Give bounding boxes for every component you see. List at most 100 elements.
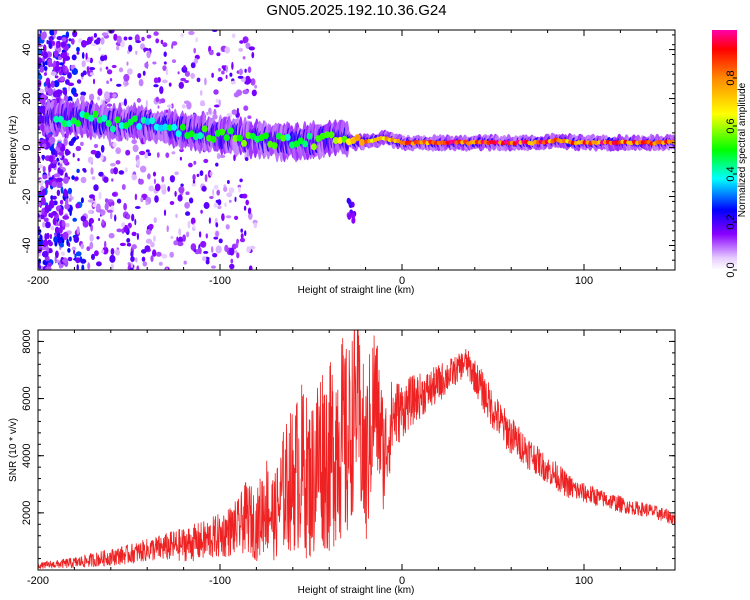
spectrogram-noise-mark: [108, 30, 115, 34]
colorbar-tick-label: 0.2: [725, 214, 737, 229]
spectrogram-ridge-core: [324, 131, 330, 139]
spectrogram-noise-mark: [213, 202, 218, 208]
spectrogram-noise-mark: [162, 65, 167, 71]
spectrogram-noise-mark: [145, 201, 149, 206]
spectrogram-noise-mark: [49, 30, 55, 36]
spectrogram-noise-mark: [208, 217, 211, 224]
spectrogram-noise-mark: [227, 180, 230, 184]
spectrogram-noise-mark: [177, 194, 183, 202]
spectrogram-noise-mark: [229, 247, 235, 256]
spectrogram-noise-mark: [249, 245, 256, 250]
spectrogram-noise-mark: [224, 46, 231, 54]
spectrogram-noise-mark: [59, 199, 64, 205]
spectrogram-noise-mark: [147, 152, 152, 156]
spectrogram-noise-mark: [208, 107, 212, 115]
spectrogram-noise-mark: [80, 91, 87, 96]
spectrogram-noise-mark: [183, 100, 190, 105]
spectrogram-noise-mark: [226, 192, 233, 198]
spectrogram-noise-mark: [88, 209, 93, 214]
spectrogram-noise-mark: [123, 73, 130, 82]
spectrogram-noise-mark: [204, 77, 207, 86]
spectrogram-noise-mark: [89, 234, 94, 242]
spectrogram-noise-mark: [160, 39, 164, 45]
spectrogram-noise-mark: [205, 233, 208, 239]
spectrogram-noise-mark: [188, 162, 193, 168]
spectrogram-noise-mark: [234, 215, 239, 220]
spectrogram-noise-mark: [38, 237, 41, 245]
spectrogram-noise-mark: [163, 51, 167, 57]
spectrogram-noise-mark: [81, 52, 85, 59]
spectrogram-noise-mark: [67, 72, 72, 79]
spectrogram-noise-mark: [43, 217, 49, 223]
spectrogram-noise-mark: [57, 162, 61, 166]
spectrogram-noise-mark: [126, 214, 131, 220]
y-tick-label: 20: [21, 92, 33, 104]
spectrogram-noise-mark: [73, 248, 76, 255]
spectrogram-noise-mark: [192, 174, 196, 181]
colorbar-tick-label: 0.6: [725, 118, 737, 133]
spectrogram-noise-mark: [215, 230, 219, 238]
spectrogram-noise-mark: [61, 37, 67, 42]
spectrogram-noise-mark: [130, 262, 133, 269]
spectrogram-noise-mark: [152, 61, 157, 65]
spectrogram-noise-mark: [221, 65, 225, 69]
spectrogram-noise-mark: [70, 65, 75, 70]
spectrogram-noise-mark: [160, 184, 165, 191]
spectrogram-noise-mark: [45, 180, 49, 189]
spectrogram-noise-mark: [61, 251, 65, 256]
spectrogram-noise-mark: [106, 209, 113, 213]
spectrogram-noise-mark: [135, 50, 138, 55]
spectrogram-noise-mark: [148, 185, 154, 192]
spectrogram-noise-mark: [161, 176, 165, 183]
spectrogram-ridge-core: [280, 134, 287, 142]
spectrogram-noise-mark: [178, 81, 184, 89]
spectrogram-noise-mark: [224, 202, 227, 207]
spectrogram-noise-mark: [93, 33, 97, 38]
spectrogram-noise-mark: [76, 46, 80, 53]
y-tick-label: 2000: [21, 501, 33, 525]
spectrogram-noise-mark: [153, 235, 156, 243]
spectrogram-ridge-core: [166, 124, 173, 132]
spectrogram-noise-mark: [248, 265, 253, 270]
spectrogram-noise-mark: [247, 207, 252, 215]
spectrogram-ridge-core: [297, 137, 304, 145]
spectrogram-tail-mark: [347, 213, 352, 220]
spectrogram-noise-mark: [49, 234, 53, 239]
spectrogram-noise-mark: [38, 245, 42, 249]
spectrogram-ridge-core: [350, 137, 357, 144]
spectrogram-noise-mark: [110, 263, 115, 270]
spectrogram-noise-mark: [99, 67, 103, 72]
colorbar-tick-label: 0.4: [725, 166, 737, 181]
spectrogram-noise-mark: [166, 225, 169, 233]
spectrogram-noise-mark: [225, 224, 230, 230]
spectrogram-noise-mark: [62, 258, 68, 263]
y-tick-label: 8000: [21, 329, 33, 353]
spectrogram-noise-mark: [108, 92, 114, 99]
spectrogram-noise-mark: [174, 190, 177, 197]
spectrogram-noise-mark: [134, 193, 138, 201]
spectrogram-noise-mark: [55, 40, 60, 49]
spectrogram-noise-mark: [235, 89, 243, 96]
spectrogram-noise-mark: [199, 90, 203, 96]
spectrogram-ridge-core: [127, 118, 134, 126]
spectrogram-noise-mark: [225, 74, 228, 79]
spectrogram-noise-mark: [59, 163, 63, 169]
spectrogram-noise-mark: [143, 47, 149, 52]
spectrogram-y-label: Frequency (Hz): [8, 116, 19, 185]
spectrogram-noise-mark: [125, 149, 131, 156]
spectrogram-noise-mark: [106, 69, 113, 75]
spectrogram-noise-mark: [98, 47, 101, 52]
spectrogram-noise-mark: [180, 33, 184, 38]
spectrogram-noise-mark: [169, 201, 175, 205]
spectrogram-noise-mark: [50, 212, 54, 219]
spectrogram-noise-mark: [110, 162, 116, 167]
spectrogram-noise-mark: [91, 253, 95, 260]
spectrogram-noise-mark: [134, 34, 140, 42]
spectrogram-noise-mark: [177, 241, 184, 247]
spectrogram-noise-mark: [208, 50, 214, 56]
spectrogram-noise-mark: [68, 140, 75, 146]
spectrogram-noise-mark: [63, 88, 68, 97]
spectrogram-noise-mark: [89, 93, 95, 102]
spectrogram-noise-mark: [93, 184, 99, 192]
